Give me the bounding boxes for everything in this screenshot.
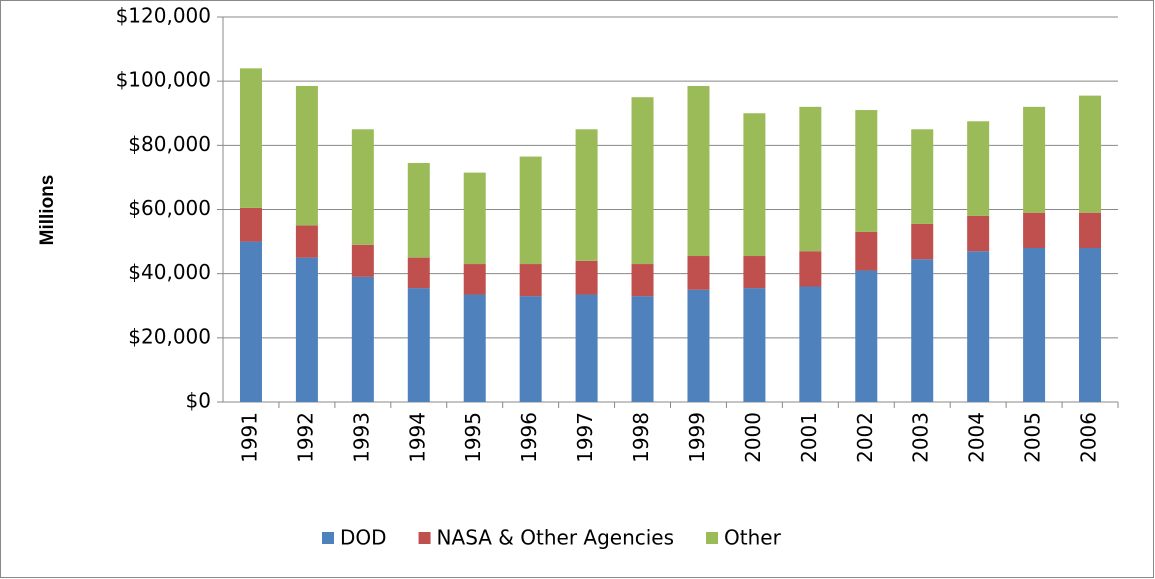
x-tick-label: 1991 [237,412,261,463]
bar-segment [967,215,990,252]
y-tick-label: $40,000 [128,260,211,284]
x-tick-label: 1993 [349,412,373,463]
bar-segment [351,129,374,245]
bar-segment [1023,212,1046,248]
y-tick-label: $60,000 [128,196,211,220]
bar-segment [743,288,766,402]
x-tick-label: 2002 [853,412,877,463]
bar-segment [519,264,542,297]
y-tick-label: $120,000 [116,4,211,28]
bar-segment [239,241,262,402]
bar-segment [631,296,654,402]
bar-segment [295,85,318,226]
bar-segment [911,223,934,260]
bar-segment [463,294,486,402]
x-tick-label: 1999 [685,412,709,463]
y-tick-label: $100,000 [116,68,211,92]
x-tick-label: 1997 [573,412,597,463]
x-tick-label: 1996 [517,412,541,463]
legend-swatch [706,532,719,544]
bar-segment [743,113,766,257]
bar-segment [687,256,710,290]
bar-segment [575,129,598,261]
bar-segment [687,289,710,402]
bar-segment [351,276,374,402]
bar-segment [631,97,654,265]
bar-segment [1023,106,1046,213]
y-axis-label: Millions [37,175,58,246]
bar-segment [799,251,822,287]
y-tick-label: $0 [186,389,211,413]
bar-segment [855,231,878,271]
y-tick-label: $80,000 [128,132,211,156]
bar-segment [855,110,878,232]
legend-label: Other [724,526,782,550]
x-tick-label: 1994 [405,412,429,463]
x-tick-label: 2006 [1077,412,1101,463]
y-tick-label: $20,000 [128,324,211,348]
bar-segment [911,259,934,402]
bar-segment [1079,95,1102,213]
legend-label: NASA & Other Agencies [437,526,674,550]
bar-segment [519,296,542,402]
x-tick-label: 2005 [1021,412,1045,463]
legend-label: DOD [340,526,387,550]
bar-segment [407,257,430,289]
bar-segment [1079,248,1102,402]
x-tick-label: 2003 [909,412,933,463]
bar-segment [407,288,430,402]
bar-segment [407,162,430,258]
legend-swatch [322,532,334,544]
x-tick-label: 1995 [461,412,485,463]
bar-segment [911,129,934,224]
bar-segment [519,156,542,265]
x-tick-label: 2004 [965,412,989,463]
bar-segment [239,68,262,208]
x-tick-label: 2001 [797,412,821,463]
bar-segment [351,244,374,277]
bar-segment [1079,212,1102,248]
x-tick-label: 1992 [293,412,317,463]
x-tick-label: 2000 [741,412,765,463]
bar-segment [575,294,598,402]
bar-segment [799,106,822,252]
bar-segment [631,264,654,297]
bar-segment [799,286,822,402]
bar-segment [239,207,262,242]
bar-segment [295,257,318,402]
bar-segment [967,121,990,216]
bar-segment [575,260,598,295]
bar-segment [855,270,878,402]
x-tick-label: 1998 [629,412,653,463]
bar-segment [463,172,486,265]
bar-segment [743,256,766,289]
bar-segment [687,85,710,257]
bar-segment [1023,248,1046,402]
bar-segment [967,251,990,402]
bar-segment [463,264,486,295]
legend-swatch [418,532,431,544]
bar-segment [295,225,318,258]
